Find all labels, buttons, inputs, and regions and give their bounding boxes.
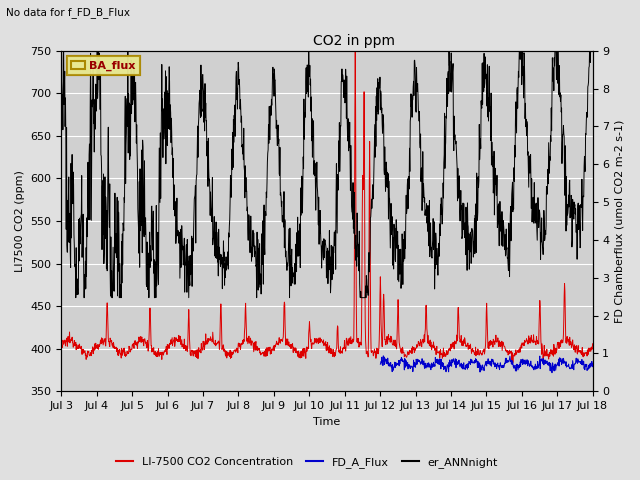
X-axis label: Time: Time xyxy=(314,417,340,427)
Text: No data for f_FD_B_Flux: No data for f_FD_B_Flux xyxy=(6,7,131,18)
Legend: BA_flux: BA_flux xyxy=(67,56,140,75)
Y-axis label: FD Chamberflux (umol CO2 m-2 s-1): FD Chamberflux (umol CO2 m-2 s-1) xyxy=(615,120,625,323)
Title: CO2 in ppm: CO2 in ppm xyxy=(312,34,394,48)
Y-axis label: LI7500 CO2 (ppm): LI7500 CO2 (ppm) xyxy=(15,170,25,272)
Legend: LI-7500 CO2 Concentration, FD_A_Flux, er_ANNnight: LI-7500 CO2 Concentration, FD_A_Flux, er… xyxy=(112,452,502,472)
